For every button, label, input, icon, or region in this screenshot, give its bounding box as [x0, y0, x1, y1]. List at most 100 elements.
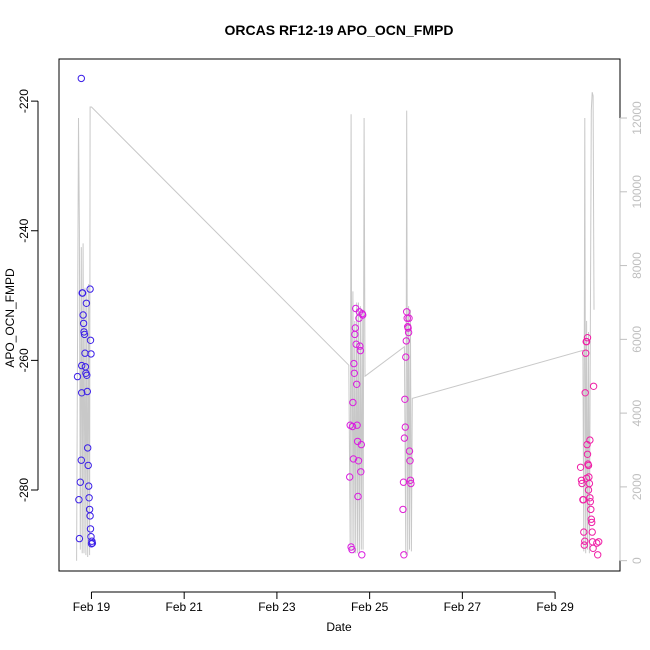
altitude-line [76, 92, 595, 561]
data-point [87, 533, 95, 541]
data-point [84, 461, 92, 470]
data-point [584, 461, 593, 470]
data-point [86, 525, 95, 533]
x-tick-label: Feb 19 [73, 600, 111, 614]
data-point [583, 334, 592, 342]
data-point [593, 539, 601, 547]
data-point [85, 494, 93, 502]
data-point [346, 473, 354, 481]
data-point [357, 468, 365, 476]
data-point [587, 505, 595, 514]
data-point [358, 551, 366, 559]
data-point [83, 371, 91, 379]
data-point [348, 545, 356, 554]
altitude-tick-label: 4000 [630, 399, 644, 426]
data-point [588, 518, 596, 527]
data-point [402, 353, 410, 361]
data-point [577, 476, 586, 484]
altitude-tick-label: 0 [630, 557, 644, 564]
data-point [579, 496, 588, 504]
data-point [580, 541, 588, 549]
data-point [405, 314, 413, 322]
altitude-tick-label: 12000 [630, 101, 644, 135]
y-axis-label: APO_OCN_FMPD [3, 268, 17, 368]
data-point [583, 450, 592, 458]
data-point [588, 538, 597, 546]
data-point [586, 494, 594, 502]
data-point [351, 324, 359, 332]
data-point [88, 539, 97, 547]
data-point [402, 337, 410, 345]
data-point [86, 336, 95, 344]
data-point [353, 421, 361, 429]
data-point [348, 422, 357, 431]
data-point [594, 551, 602, 559]
data-point [82, 299, 91, 307]
data-point [75, 534, 84, 543]
data-point [404, 324, 412, 332]
data-point [399, 478, 408, 486]
x-axis: Feb 19 Feb 21 Feb 23 Feb 25 Feb 27 Feb 29 [73, 591, 574, 614]
plot-frame [58, 58, 621, 572]
data-point [79, 319, 88, 328]
data-point [84, 444, 92, 452]
data-point [78, 361, 86, 370]
data-point [578, 479, 586, 488]
data-point [407, 479, 415, 488]
data-point [83, 387, 92, 396]
data-point [78, 389, 86, 397]
data-point [595, 538, 603, 546]
data-point [406, 476, 415, 484]
chart-title: ORCAS RF12-19 APO_OCN_FMPD [225, 22, 454, 38]
altitude-trace [76, 92, 595, 561]
data-point [80, 330, 89, 339]
data-point [75, 496, 83, 504]
data-point [401, 423, 409, 431]
x-tick-label: Feb 21 [166, 600, 204, 614]
altitude-tick-label: 6000 [630, 326, 644, 353]
data-point [582, 337, 591, 346]
data-point [405, 447, 414, 455]
data-point [576, 463, 585, 471]
data-point [352, 340, 360, 348]
data-point [85, 482, 93, 490]
data-point [401, 395, 409, 403]
data-point [584, 486, 593, 494]
data-point [87, 350, 95, 358]
data-point [73, 372, 82, 381]
data-point [581, 389, 589, 397]
data-point [582, 349, 590, 357]
data-point [77, 456, 86, 464]
data-point [400, 434, 409, 442]
y-axis: -220 -240 -260 -280 [17, 89, 39, 502]
data-point [86, 512, 94, 520]
data-points [73, 74, 603, 559]
x-tick-label: Feb 23 [258, 600, 296, 614]
data-point [404, 328, 413, 337]
data-point [356, 342, 364, 350]
y-tick-label: -240 [17, 218, 31, 242]
altitude-tick-label: 2000 [630, 473, 644, 500]
data-point [78, 289, 87, 297]
x-tick-label: Feb 27 [444, 600, 482, 614]
x-axis-label: Date [326, 620, 352, 634]
data-point [588, 528, 596, 536]
data-point [350, 359, 358, 368]
y-tick-label: -220 [17, 89, 31, 113]
x-tick-label: Feb 25 [351, 600, 389, 614]
y-tick-label: -260 [17, 348, 31, 372]
data-point [349, 398, 357, 407]
data-point [350, 369, 358, 377]
x-tick-label: Feb 29 [536, 600, 574, 614]
data-point [589, 544, 597, 552]
data-point [357, 440, 365, 449]
data-point [356, 346, 365, 355]
data-point [353, 380, 361, 388]
data-point [399, 505, 407, 514]
data-point [400, 551, 408, 559]
data-point [406, 457, 414, 465]
altitude-tick-label: 8000 [630, 252, 644, 279]
data-point [587, 515, 595, 523]
data-point [77, 74, 86, 83]
